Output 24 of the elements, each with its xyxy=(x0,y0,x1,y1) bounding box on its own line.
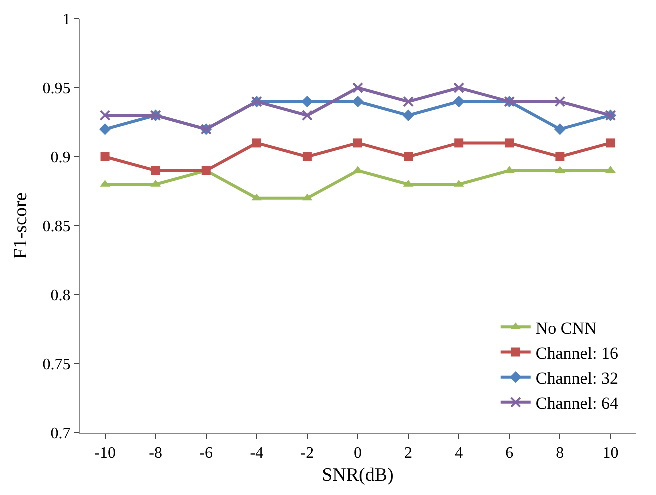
x-tick-label: 8 xyxy=(556,445,564,462)
x-axis-title: SNR(dB) xyxy=(322,465,394,486)
x-tick-label: -10 xyxy=(94,445,116,462)
legend-label: Channel: 32 xyxy=(536,368,619,388)
legend-label: Channel: 64 xyxy=(536,394,620,414)
x-tick-label: 4 xyxy=(455,445,464,462)
y-tick-label: 1 xyxy=(62,12,71,29)
x-tick-label: -4 xyxy=(250,445,264,462)
y-tick-label: 0.9 xyxy=(50,150,71,167)
x-tick-label: 10 xyxy=(602,445,619,462)
x-tick-label: 2 xyxy=(404,445,413,462)
legend-label: Channel: 16 xyxy=(536,344,619,363)
y-tick-label: 0.75 xyxy=(42,356,71,374)
y-tick-label: 0.85 xyxy=(42,218,71,236)
x-tick-label: 6 xyxy=(506,445,514,462)
y-tick-label: 0.95 xyxy=(42,80,71,98)
x-tick-label: -8 xyxy=(149,445,162,462)
x-tick-label: -6 xyxy=(200,445,214,462)
legend-label: No CNN xyxy=(536,318,597,338)
y-tick-label: 0.7 xyxy=(50,426,71,443)
x-tick-label: -2 xyxy=(300,445,314,462)
x-tick-label: 0 xyxy=(354,445,362,462)
y-tick-label: 0.8 xyxy=(50,288,71,305)
y-axis-title: F1-score xyxy=(10,192,32,260)
